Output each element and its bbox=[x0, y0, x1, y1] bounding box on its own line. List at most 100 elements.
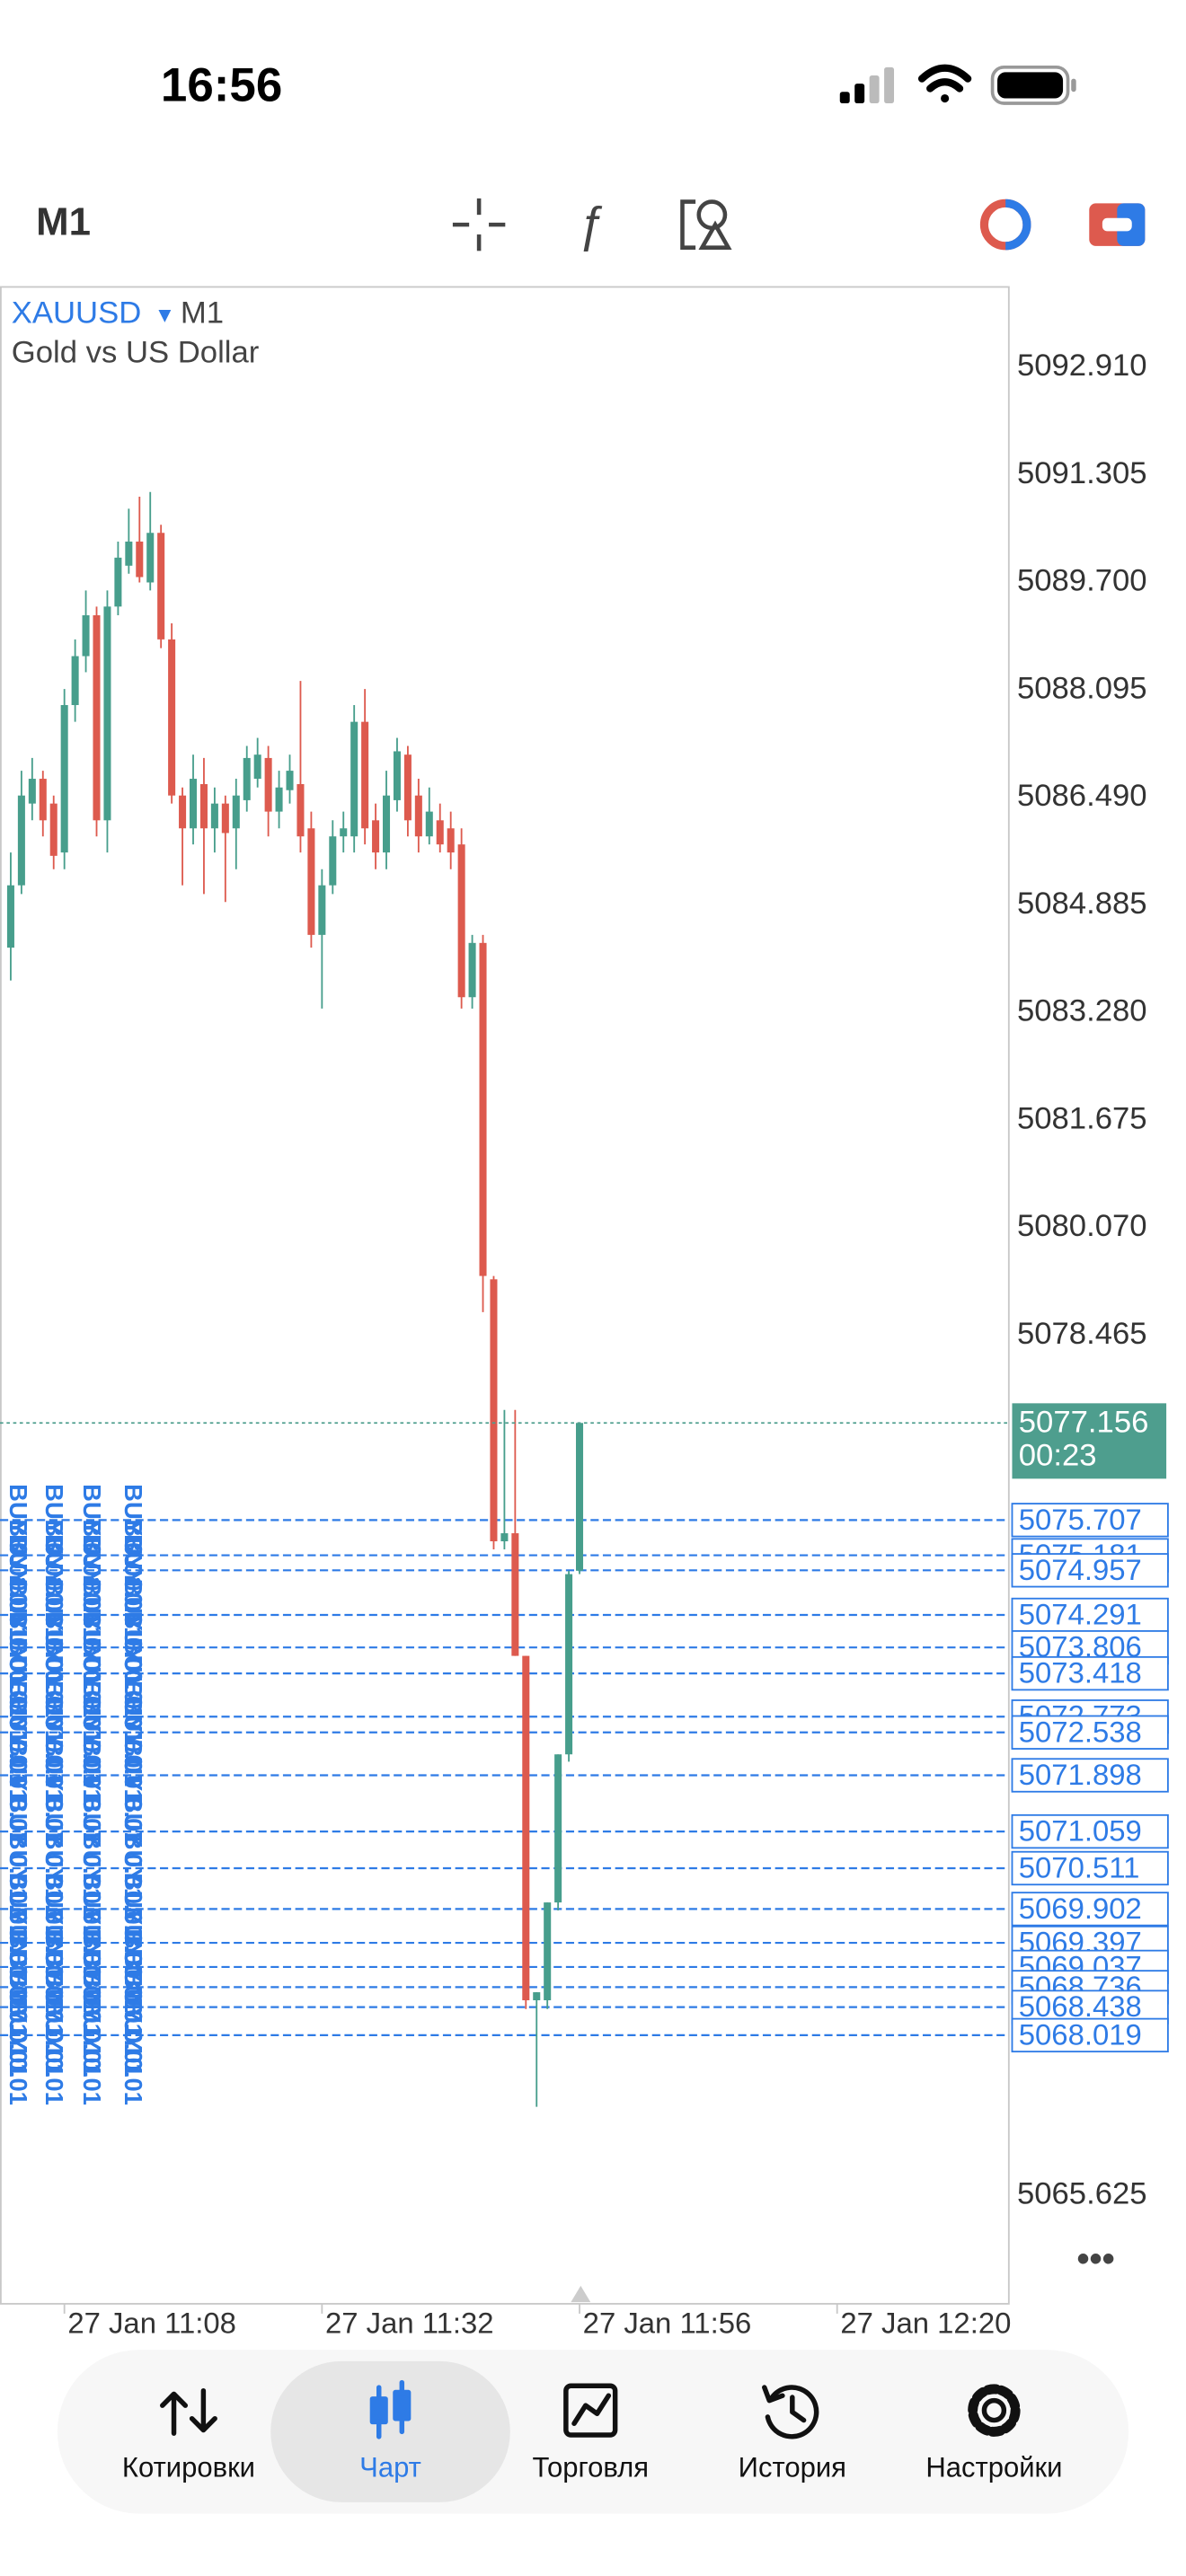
candle-body bbox=[479, 942, 487, 1276]
order-price-label: 5073.418 bbox=[1019, 1656, 1142, 1689]
order-price-tag bbox=[1011, 1850, 1169, 1886]
candle-body bbox=[71, 656, 79, 705]
more-button[interactable]: ••• bbox=[1076, 2238, 1114, 2279]
candle-body bbox=[221, 803, 229, 834]
order-type-label: BUY 0.01 bbox=[40, 1999, 68, 2105]
order-price-label: 5071.059 bbox=[1019, 1814, 1142, 1848]
tab-label[interactable]: Торговля bbox=[532, 2452, 649, 2483]
candle-body bbox=[329, 836, 337, 886]
crosshair-button[interactable] bbox=[452, 198, 506, 251]
order-type-label: BUY 0.01 bbox=[40, 1681, 68, 1786]
order-type-label: BUY 0.01 bbox=[119, 1873, 147, 1979]
order-type-label: BUY 0.01 bbox=[4, 1971, 32, 2077]
candle-body bbox=[403, 754, 412, 821]
candle-body bbox=[136, 541, 144, 578]
candle-body bbox=[511, 1533, 519, 1656]
candle-body bbox=[189, 779, 198, 829]
candle-body bbox=[179, 795, 187, 829]
order-type-label: BUY 0.01 bbox=[4, 1951, 32, 2057]
order-type-label: BUY 0.01 bbox=[119, 1971, 147, 2077]
x-tick-label: 27 Jan 11:08 bbox=[67, 2306, 236, 2339]
order-type-label: BUY 0.01 bbox=[119, 1681, 147, 1786]
candle-body bbox=[340, 828, 348, 837]
order-type-label: BUY 0.01 bbox=[4, 1611, 32, 1717]
order-type-label: BUY 0.01 bbox=[78, 1681, 106, 1786]
tab-bar bbox=[57, 2350, 1129, 2514]
candle-body bbox=[243, 757, 251, 800]
order-type-label: BUY 0.01 bbox=[40, 1873, 68, 1979]
order-type-label: BUY 0.01 bbox=[40, 1534, 68, 1640]
chart-frame bbox=[0, 286, 1010, 2305]
order-price-tag bbox=[1011, 1597, 1169, 1633]
battery-icon bbox=[990, 66, 1076, 105]
order-price-tag bbox=[1011, 2017, 1169, 2053]
tab-label[interactable]: Настройки bbox=[925, 2452, 1062, 2483]
candle-body bbox=[296, 784, 305, 837]
order-type-label: BUY 0.01 bbox=[78, 1999, 106, 2105]
settings-icon[interactable] bbox=[968, 2384, 1021, 2437]
order-type-label: BUY 0.01 bbox=[4, 1795, 32, 1901]
y-tick-label: 5088.095 bbox=[1017, 671, 1147, 705]
order-type-label: BUY 0.01 bbox=[119, 1484, 147, 1590]
candle-body bbox=[168, 639, 176, 796]
order-price-label: 5071.898 bbox=[1019, 1758, 1142, 1791]
candle-body bbox=[286, 771, 294, 790]
order-type-label: BUY 0.01 bbox=[40, 1739, 68, 1845]
order-type-label: BUY 0.01 bbox=[40, 1637, 68, 1743]
order-price-tag bbox=[1011, 1503, 1169, 1538]
order-type-label: BUY 0.01 bbox=[119, 1907, 147, 2013]
tab-label[interactable]: Котировки bbox=[122, 2452, 255, 2483]
order-type-label: BUY 0.01 bbox=[78, 1739, 106, 1845]
candle-body bbox=[232, 795, 240, 829]
quotes-icon[interactable] bbox=[160, 2387, 217, 2436]
order-price-tag bbox=[1011, 1715, 1169, 1750]
scroll-marker[interactable] bbox=[571, 2285, 591, 2303]
y-tick-label: 5081.675 bbox=[1017, 1101, 1147, 1135]
candle-body bbox=[60, 704, 68, 853]
candle-body bbox=[318, 885, 326, 935]
tab-label[interactable]: История bbox=[739, 2452, 846, 2483]
candle-body bbox=[393, 751, 401, 800]
order-price-tag bbox=[1011, 1892, 1169, 1927]
history-icon[interactable] bbox=[762, 2385, 819, 2439]
timeframe-button[interactable]: M1 bbox=[36, 200, 91, 244]
order-type-label: BUY 0.01 bbox=[40, 1971, 68, 2077]
y-tick-label: 5065.625 bbox=[1017, 2177, 1147, 2211]
y-tick-label: 5086.490 bbox=[1017, 779, 1147, 813]
objects-button[interactable] bbox=[680, 199, 732, 250]
order-type-label: BUY 0.01 bbox=[40, 1579, 68, 1685]
symbol[interactable]: XAUUSD bbox=[12, 296, 142, 331]
order-type-label: BUY 0.01 bbox=[119, 1931, 147, 2037]
account-button[interactable] bbox=[1089, 203, 1146, 246]
order-type-label: BUY 0.01 bbox=[40, 1519, 68, 1625]
y-tick-label: 5083.280 bbox=[1017, 994, 1147, 1028]
order-type-label: BUY 0.01 bbox=[40, 1951, 68, 2057]
signal-icon bbox=[839, 66, 895, 104]
order-type-label: BUY 0.01 bbox=[119, 1739, 147, 1845]
y-tick-label: 5084.885 bbox=[1017, 887, 1147, 921]
y-tick-label: 5080.070 bbox=[1017, 1209, 1147, 1243]
order-type-label: BUY 0.01 bbox=[119, 1999, 147, 2105]
candle-body bbox=[49, 803, 58, 856]
order-type-label: BUY 0.01 bbox=[78, 1971, 106, 2077]
indicators-button[interactable]: ƒ bbox=[577, 196, 604, 252]
candle-body bbox=[157, 533, 165, 640]
candle-body bbox=[457, 844, 465, 998]
order-type-label: BUY 0.01 bbox=[78, 1637, 106, 1743]
order-type-label: BUY 0.01 bbox=[119, 1832, 147, 1938]
candle-body bbox=[361, 721, 369, 829]
trade-icon[interactable] bbox=[563, 2383, 618, 2438]
chart-icon[interactable] bbox=[369, 2379, 412, 2439]
order-type-label: BUY 0.01 bbox=[4, 1697, 32, 1803]
symbol-dropdown[interactable]: ▼ bbox=[155, 304, 175, 328]
candle-body bbox=[447, 828, 455, 853]
order-type-label: BUY 0.01 bbox=[4, 1907, 32, 2013]
candle-body bbox=[565, 1574, 573, 1755]
order-type-label: BUY 0.01 bbox=[78, 1611, 106, 1717]
trade-button[interactable] bbox=[979, 198, 1031, 251]
candle-body bbox=[350, 721, 358, 837]
candle-timer: 00:23 bbox=[1019, 1439, 1097, 1473]
candle-body bbox=[307, 828, 315, 935]
order-type-label: BUY 0.01 bbox=[4, 1739, 32, 1845]
tab-label[interactable]: Чарт bbox=[359, 2452, 421, 2483]
